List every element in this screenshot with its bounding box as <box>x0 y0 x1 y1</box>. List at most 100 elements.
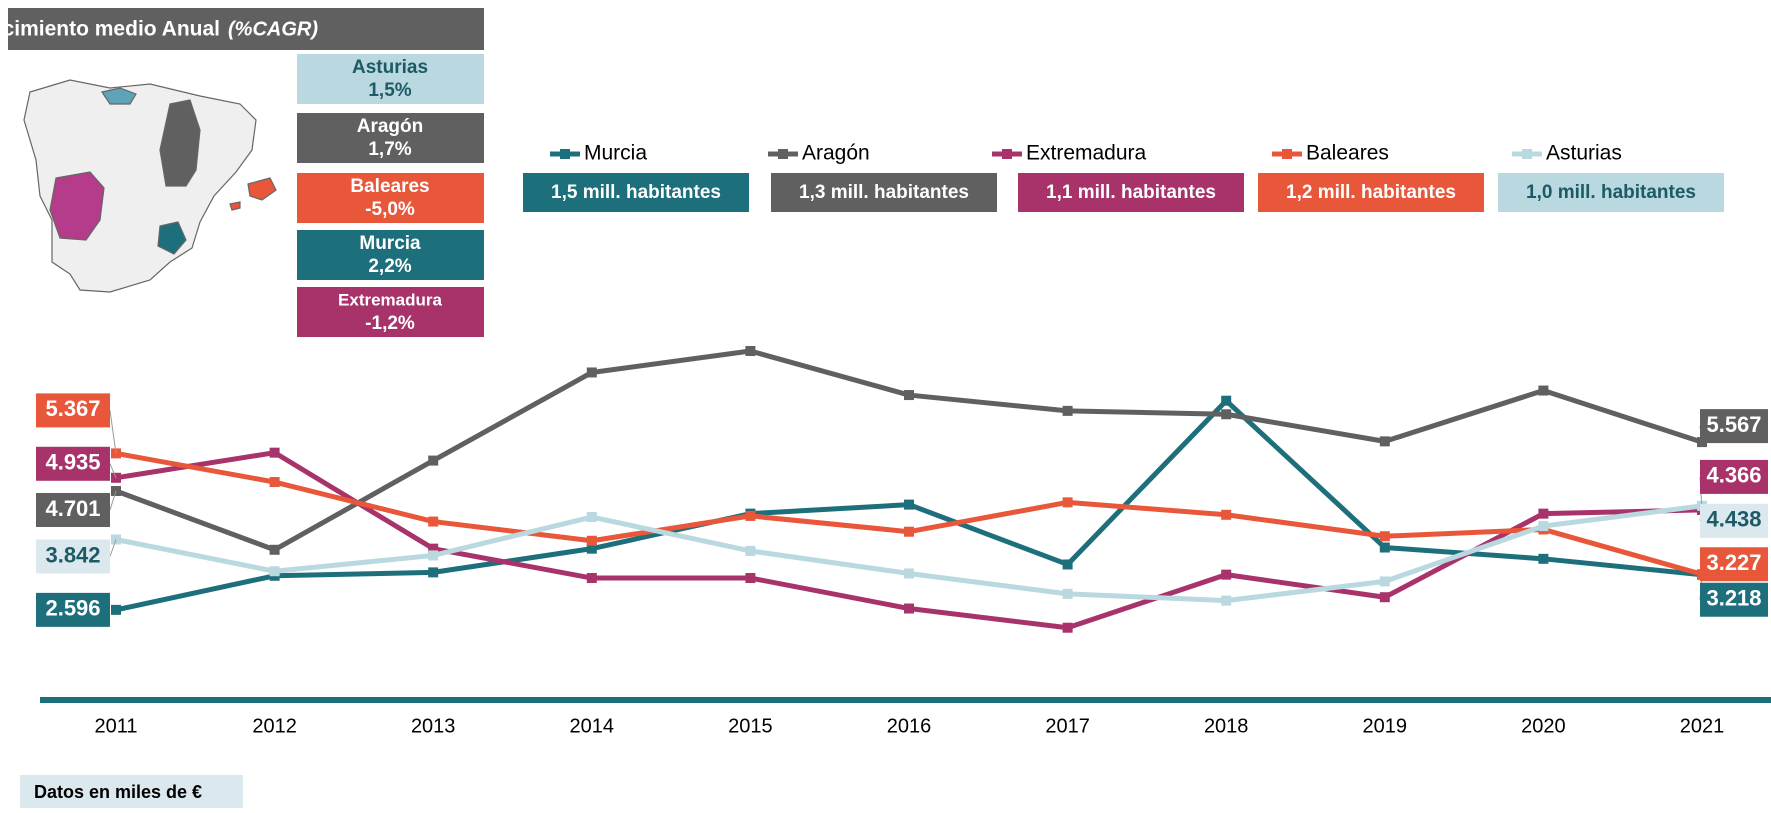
region-cagr: 1,7% <box>368 139 411 160</box>
population-label: 1,5 mill. habitantes <box>551 182 721 203</box>
point-marker <box>269 566 280 577</box>
point-marker <box>586 512 597 523</box>
header-title: Crecimiento medio Anual <box>0 18 220 41</box>
region-cagr: 1,5% <box>368 80 411 101</box>
value-label-box <box>36 592 110 627</box>
point-marker <box>1379 531 1390 542</box>
map-baleares-small <box>229 201 241 211</box>
point-marker <box>1062 622 1073 633</box>
leader-line <box>109 490 117 511</box>
point-marker <box>586 367 597 378</box>
map-baleares <box>247 177 277 201</box>
series-line <box>115 450 1703 631</box>
value-label-box <box>1700 582 1768 617</box>
population-box <box>1018 173 1244 212</box>
point-marker <box>904 568 914 579</box>
header-box <box>8 8 484 50</box>
series-line <box>115 503 1703 604</box>
x-tick-label: 2016 <box>887 715 932 737</box>
region-box <box>297 54 484 104</box>
population-label: 1,0 mill. habitantes <box>1526 182 1696 203</box>
region-box <box>297 113 484 163</box>
x-tick-label: 2013 <box>411 715 456 737</box>
map-aragon <box>159 99 201 187</box>
legend-label: Extremadura <box>1026 142 1147 165</box>
point-marker <box>428 543 439 554</box>
legend-label: Aragón <box>802 142 870 165</box>
value-label-box <box>36 539 110 574</box>
point-marker <box>745 510 756 521</box>
population-box <box>1498 173 1724 212</box>
point-marker <box>904 526 914 537</box>
x-tick-label: 2021 <box>1680 715 1725 737</box>
value-label: 3.218 <box>1706 586 1761 611</box>
x-tick-label: 2018 <box>1204 715 1249 737</box>
value-label: 4.438 <box>1706 507 1761 532</box>
legend-label: Murcia <box>584 142 647 165</box>
region-name: Murcia <box>359 233 421 254</box>
region-box <box>297 287 484 337</box>
population-label: 1,3 mill. habitantes <box>799 182 969 203</box>
map-asturias <box>101 87 137 105</box>
point-marker <box>269 544 280 555</box>
point-marker <box>1538 521 1549 532</box>
legend-label: Baleares <box>1306 142 1389 165</box>
x-tick-label: 2012 <box>252 715 297 737</box>
point-marker <box>1379 592 1390 603</box>
point-marker <box>111 604 121 615</box>
region-box <box>297 173 484 223</box>
region-cagr: -5,0% <box>365 199 415 220</box>
value-label: 4.935 <box>45 450 100 475</box>
region-name: Baleares <box>350 176 429 197</box>
population-label: 1,1 mill. habitantes <box>1046 182 1216 203</box>
point-marker <box>1221 409 1232 420</box>
x-tick-label: 2017 <box>1045 715 1090 737</box>
x-tick-label: 2019 <box>1363 715 1408 737</box>
series-line <box>115 348 1703 553</box>
value-label: 5.367 <box>45 396 100 421</box>
point-marker <box>904 390 914 401</box>
point-marker <box>428 550 439 561</box>
x-tick-label: 2020 <box>1521 715 1566 737</box>
point-marker <box>1062 588 1073 599</box>
point-marker <box>1221 395 1232 406</box>
population-box <box>771 173 997 212</box>
point-marker <box>1538 508 1549 519</box>
point-marker <box>1538 553 1549 564</box>
point-marker <box>1062 497 1073 508</box>
region-name: Asturias <box>352 57 428 78</box>
legend-marker <box>1522 149 1532 159</box>
point-marker <box>269 447 280 458</box>
point-marker <box>1379 436 1390 447</box>
legend-label: Asturias <box>1546 142 1622 165</box>
value-label-box <box>1700 459 1768 494</box>
value-label-box <box>36 446 110 481</box>
point-marker <box>1062 559 1073 570</box>
point-marker <box>428 455 439 466</box>
population-box <box>1258 173 1484 212</box>
point-marker <box>745 346 756 357</box>
x-tick-label: 2015 <box>728 715 773 737</box>
value-label: 3.842 <box>45 542 100 567</box>
value-label-box <box>1700 547 1768 582</box>
legend-marker <box>1002 149 1012 159</box>
point-marker <box>1221 509 1232 520</box>
point-marker <box>428 516 439 527</box>
value-label: 5.567 <box>1706 412 1761 437</box>
region-name: Aragón <box>357 116 424 137</box>
footer-note: Datos en miles de € <box>34 782 202 802</box>
point-marker <box>904 499 914 510</box>
leader-line <box>109 463 117 478</box>
value-label: 4.366 <box>1706 463 1761 488</box>
value-label-box <box>1700 503 1768 538</box>
value-label-box <box>36 493 110 528</box>
point-marker <box>1379 542 1390 553</box>
region-cagr: 2,2% <box>368 256 411 277</box>
legend-marker <box>560 149 570 159</box>
region-name: Extremadura <box>338 290 442 309</box>
leader-line <box>109 539 117 557</box>
point-marker <box>1538 385 1549 396</box>
region-cagr: -1,2% <box>365 313 415 334</box>
